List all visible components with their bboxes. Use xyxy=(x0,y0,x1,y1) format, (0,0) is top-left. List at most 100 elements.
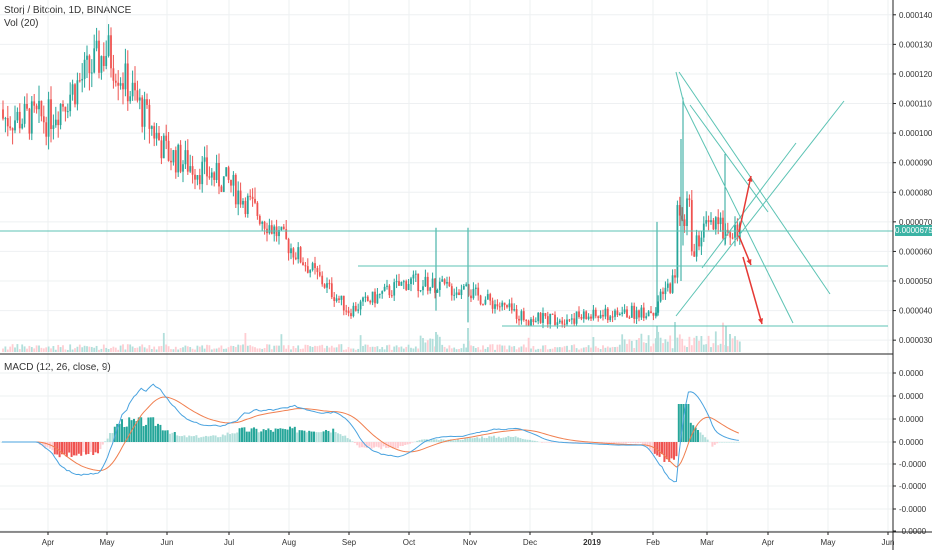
volume-bar xyxy=(671,348,674,352)
candle-body xyxy=(258,215,261,224)
macd-histogram-bar xyxy=(716,442,719,444)
candle-body xyxy=(14,120,16,131)
volume-bar xyxy=(179,348,182,352)
volume-bar xyxy=(6,349,9,352)
macd-histogram-bar xyxy=(322,431,325,442)
candle-body xyxy=(242,200,244,205)
macd-tick-label: 0.0000 xyxy=(899,392,924,401)
arrow-head xyxy=(758,318,764,324)
candle-body xyxy=(736,224,739,239)
candle-body xyxy=(508,303,511,308)
price-tick-label: 0.00014000 xyxy=(899,11,932,20)
candle-body xyxy=(345,310,348,312)
trendline xyxy=(701,142,797,269)
macd-histogram-bar xyxy=(629,442,632,444)
volume-bar xyxy=(410,347,412,352)
volume-bar xyxy=(131,346,134,352)
macd-histogram-bar xyxy=(181,436,183,442)
macd-histogram-bar xyxy=(99,442,102,450)
candle-body xyxy=(534,321,537,323)
macd-histogram-bar xyxy=(214,435,217,442)
macd-histogram-bar xyxy=(665,442,668,460)
candle-body xyxy=(292,248,295,258)
volume-bar xyxy=(484,348,487,352)
macd-histogram-bar xyxy=(334,432,337,442)
volume-bar xyxy=(726,346,729,352)
volume-bar xyxy=(352,348,355,352)
candle-body xyxy=(472,289,475,299)
volume-bar xyxy=(354,349,357,352)
candle-body xyxy=(330,283,333,298)
candle-body xyxy=(321,275,324,285)
volume-bar xyxy=(534,349,537,352)
volume-bar xyxy=(707,335,710,352)
macd-histogram-bar xyxy=(85,442,87,455)
volume-bar xyxy=(714,331,717,352)
volume-bar xyxy=(438,336,441,352)
volume-bar xyxy=(297,345,300,352)
candle-body xyxy=(138,97,141,101)
macd-histogram-bar xyxy=(476,437,479,442)
candle-body xyxy=(712,220,715,230)
volume-bar xyxy=(578,349,580,352)
volume-bar xyxy=(335,347,338,352)
volume-bar xyxy=(105,347,108,352)
macd-histogram-bar xyxy=(286,429,289,442)
macd-histogram-bar xyxy=(161,430,164,442)
macd-histogram-bar xyxy=(442,439,445,442)
candle-body xyxy=(561,320,564,324)
volume-bar xyxy=(455,349,458,352)
candle-body xyxy=(117,82,120,86)
macd-histogram-bar xyxy=(694,427,697,442)
candle-body xyxy=(237,190,240,205)
volume-bar xyxy=(580,348,583,352)
candle-body xyxy=(64,106,67,112)
time-tick-label: Jun xyxy=(882,538,895,547)
candle-body xyxy=(30,101,33,134)
volume-bar xyxy=(731,338,734,352)
candle-body xyxy=(381,291,384,294)
macd-histogram-bar xyxy=(737,442,740,443)
candle-body xyxy=(227,167,230,180)
volume-bar xyxy=(398,347,400,352)
macd-histogram-bar xyxy=(497,436,500,442)
macd-histogram-bar xyxy=(404,442,407,446)
volume-bar xyxy=(736,340,739,352)
volume-bar xyxy=(573,344,576,352)
macd-histogram-bar xyxy=(646,442,649,447)
volume-bar xyxy=(702,344,705,352)
macd-histogram-bar xyxy=(617,442,620,444)
candle-body xyxy=(698,235,700,247)
candle-body xyxy=(542,313,544,323)
volume-bar xyxy=(225,348,228,352)
macd-signal-line xyxy=(2,396,739,472)
candle-body xyxy=(458,292,460,296)
macd-histogram-bar xyxy=(514,436,517,442)
volume-bar xyxy=(710,347,712,352)
candle-body xyxy=(520,311,523,321)
candle-body xyxy=(273,226,276,234)
candle-body xyxy=(707,220,710,223)
macd-histogram-bar xyxy=(536,441,539,442)
candle-body xyxy=(124,63,127,90)
candle-body xyxy=(261,221,264,224)
candle-body xyxy=(362,297,364,302)
macd-histogram-bar xyxy=(284,429,287,442)
candle-body xyxy=(410,278,412,285)
macd-histogram-bar xyxy=(229,434,231,442)
volume-bar xyxy=(522,344,525,352)
candle-body xyxy=(438,281,441,291)
candle-body xyxy=(450,286,453,296)
volume-bar xyxy=(261,348,264,352)
volume-bar xyxy=(28,345,31,352)
volume-bar xyxy=(42,348,45,352)
candle-body xyxy=(9,126,12,129)
candle-body xyxy=(582,311,585,319)
macd-histogram-bar xyxy=(466,438,469,442)
candle-body xyxy=(28,108,31,134)
macd-histogram-bar xyxy=(353,442,356,444)
volume-bar xyxy=(74,348,76,352)
macd-histogram-bar xyxy=(190,436,193,442)
